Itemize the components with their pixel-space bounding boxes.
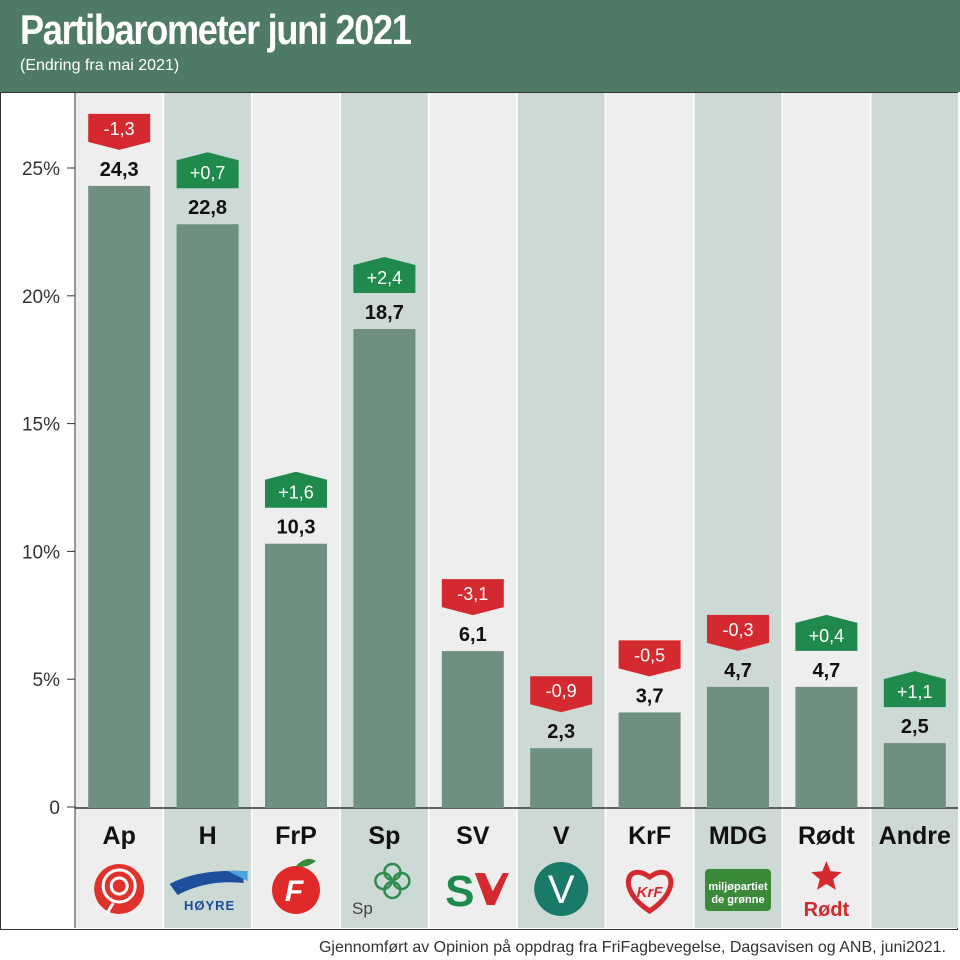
footer-note: Gjennomført av Opinion på oppdrag fra Fr…	[318, 939, 946, 956]
rodt-star-logo: Rødt	[804, 861, 850, 921]
y-axis-area	[1, 93, 75, 928]
category-label: Sp	[368, 822, 400, 850]
change-label: -1,3	[104, 119, 135, 139]
value-label: 3,7	[636, 685, 664, 707]
chart-subtitle: (Endring fra mai 2021)	[20, 57, 180, 74]
bar	[795, 686, 858, 808]
sp-clover-logo: Sp	[352, 862, 411, 918]
y-tick-label: 15%	[22, 415, 60, 436]
change-label: -0,9	[546, 681, 577, 701]
krf-heart-logo: KrF	[626, 869, 674, 914]
bar	[176, 224, 239, 808]
y-tick-label: 5%	[33, 670, 61, 691]
sp-logo-text: Sp	[352, 899, 373, 918]
y-tick-label: 25%	[22, 159, 60, 180]
change-badge-up	[883, 671, 946, 708]
value-label: 18,7	[365, 302, 404, 324]
frp-apple-logo: F	[272, 858, 320, 914]
change-label: -0,5	[634, 645, 665, 665]
category-label: KrF	[628, 822, 671, 850]
ap-rose-logo	[94, 864, 145, 914]
change-label: +0,7	[190, 163, 226, 183]
change-label: +2,4	[367, 268, 403, 288]
header-banner: Partibarometer juni 2021 (Endring fra ma…	[0, 0, 960, 92]
venstre-logo: V	[534, 862, 589, 916]
bar-chart: 0 5% 10% 15% 20% 25% 24,3 -1,3 Ap 22,8 +0,7 H 10,3 +1…	[1, 93, 960, 928]
category-label: MDG	[709, 822, 767, 850]
category-label: Andre	[879, 822, 951, 850]
bar	[88, 185, 151, 809]
venstre-logo-text: V	[548, 868, 575, 912]
hoyre-logo-text: HØYRE	[184, 898, 235, 913]
bar	[353, 329, 416, 808]
value-label: 22,8	[188, 197, 227, 219]
change-badge-down	[530, 676, 593, 713]
category-label: Rødt	[798, 822, 856, 850]
change-badge-up	[795, 614, 858, 651]
bar	[883, 743, 946, 808]
value-label: 4,7	[724, 660, 752, 682]
value-label: 24,3	[100, 159, 139, 181]
change-badge-down	[618, 640, 681, 677]
change-label: +1,1	[897, 682, 933, 702]
change-badge-down	[441, 579, 504, 616]
change-badge-down	[707, 614, 769, 651]
change-badge-up	[353, 257, 416, 294]
change-label: -0,3	[722, 620, 753, 640]
frp-logo-text: F	[285, 875, 304, 908]
chart-title: Partibarometer juni 2021	[20, 6, 412, 53]
hoyre-logo: HØYRE	[169, 870, 248, 913]
y-tick-label: 20%	[22, 287, 60, 308]
bar	[265, 543, 327, 808]
value-label: 10,3	[277, 517, 316, 539]
y-tick-label: 10%	[22, 542, 60, 563]
category-label: SV	[456, 822, 490, 850]
bar	[618, 712, 681, 808]
value-label: 2,3	[547, 721, 575, 743]
mdg-logo-text: miljøpartiet	[708, 881, 768, 893]
bar	[441, 651, 504, 808]
value-label: 4,7	[812, 660, 840, 682]
category-label: Ap	[103, 822, 136, 850]
category-label: V	[553, 822, 570, 850]
change-badge-down	[88, 113, 151, 150]
change-label: +1,6	[278, 483, 314, 503]
change-badge-up	[265, 471, 327, 508]
y-tick-label: 0	[49, 798, 60, 819]
mdg-logo-text: de grønne	[711, 894, 764, 906]
category-label: H	[199, 822, 217, 850]
change-badge-up	[176, 152, 239, 189]
change-label: -3,1	[457, 584, 488, 604]
bar	[530, 748, 593, 808]
rodt-logo-text: Rødt	[804, 899, 850, 921]
change-label: +0,4	[809, 626, 845, 646]
krf-logo-text: KrF	[637, 884, 664, 901]
category-label: FrP	[275, 822, 317, 850]
sv-logo-text: S	[445, 867, 474, 916]
value-label: 2,5	[901, 716, 929, 738]
bar	[707, 686, 769, 808]
value-label: 6,1	[459, 624, 487, 646]
sv-logo: S	[445, 867, 509, 916]
